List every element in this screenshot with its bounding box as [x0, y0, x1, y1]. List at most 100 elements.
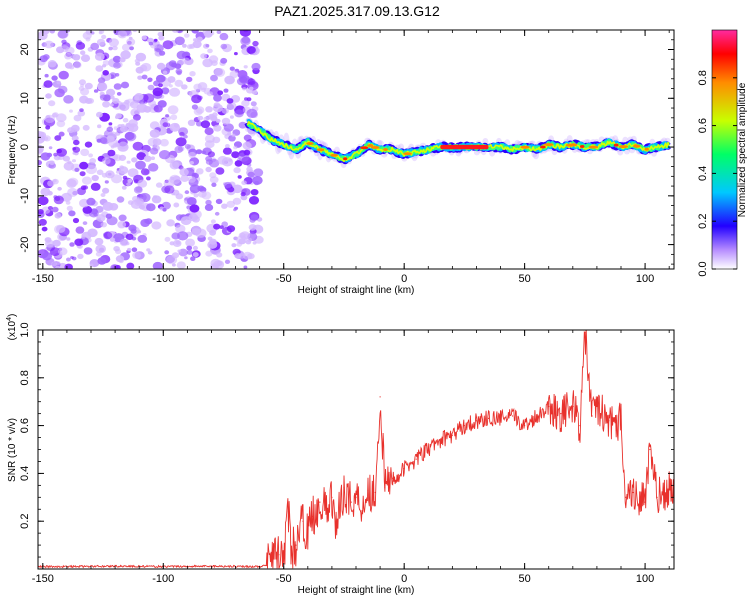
noise-blob	[102, 70, 109, 76]
noise-blob	[249, 86, 254, 91]
noise-blob	[169, 161, 180, 170]
noise-blob	[172, 263, 176, 267]
noise-blob	[58, 131, 65, 137]
noise-blob	[229, 115, 234, 119]
noise-blob	[67, 177, 79, 187]
noise-blob	[207, 48, 213, 54]
noise-blob	[189, 204, 200, 213]
noise-blob	[120, 50, 131, 60]
snr-point	[584, 331, 586, 333]
colorbar: 0.0 0.2 0.4 0.6 0.8 Normalized spectral ampl…	[697, 29, 748, 277]
noise-blob	[82, 31, 92, 40]
y-tick-label: 0	[19, 144, 31, 150]
noise-blob	[152, 138, 162, 146]
noise-blob	[115, 255, 125, 263]
noise-blob	[213, 223, 221, 230]
noise-blob	[72, 146, 81, 153]
noise-blob	[167, 105, 179, 115]
noise-blob	[51, 261, 58, 267]
noise-blob	[175, 137, 187, 147]
noise-blob	[181, 57, 191, 65]
noise-blob	[155, 74, 166, 83]
noise-blob	[231, 243, 237, 248]
noise-blob	[147, 250, 153, 255]
noise-blob	[150, 156, 155, 160]
x-tick-label: -150	[32, 573, 54, 585]
colorbar-ticks: 0.0 0.2 0.4 0.6 0.8	[697, 70, 737, 277]
noise-blob	[200, 120, 211, 129]
noise-blob	[74, 238, 84, 246]
noise-blob	[197, 185, 205, 192]
noise-blob	[152, 87, 164, 97]
ridge-hotspot	[316, 148, 325, 152]
ridge-hotspot	[613, 143, 619, 147]
noise-blob	[174, 36, 185, 46]
noise-blob	[80, 185, 87, 190]
noise-blob	[38, 196, 49, 206]
ridge-hotspot	[306, 142, 314, 145]
noise-blob	[89, 263, 94, 267]
noise-blob	[82, 221, 88, 226]
noise-blob	[66, 237, 71, 241]
snr-point	[283, 556, 285, 558]
noise-blob	[193, 83, 202, 91]
noise-blob	[247, 171, 255, 178]
noise-blob	[186, 249, 193, 255]
colorbar-tick-label: 0.2	[697, 214, 709, 229]
ridge-hotspot	[403, 152, 412, 156]
noise-blob	[236, 242, 242, 247]
noise-blob	[73, 139, 80, 146]
noise-blob	[140, 168, 150, 176]
noise-blob	[164, 236, 171, 242]
noise-blob	[115, 248, 122, 255]
noise-blob	[229, 70, 239, 79]
noise-blob	[176, 70, 182, 76]
noise-blob	[104, 180, 109, 184]
noise-blob	[222, 147, 232, 155]
noise-blob	[96, 214, 106, 222]
noise-blob	[82, 124, 90, 131]
noise-blob	[47, 60, 57, 68]
snr-point	[266, 564, 268, 567]
noise-blob	[220, 43, 228, 50]
colorbar-tick-label: 0.6	[697, 118, 709, 133]
noise-blob	[213, 94, 222, 102]
noise-blob	[80, 50, 86, 55]
noise-blob	[57, 85, 68, 94]
snr-point	[391, 477, 393, 479]
snr-point	[649, 448, 651, 451]
noise-blob	[175, 224, 186, 234]
noise-blob	[125, 233, 134, 240]
noise-blob	[38, 147, 44, 155]
noise-blob	[146, 176, 151, 181]
noise-blob	[217, 90, 224, 96]
noise-blob	[131, 247, 138, 252]
noise-blob	[184, 197, 189, 201]
noise-blob	[110, 95, 115, 100]
noise-blob	[162, 208, 167, 212]
noise-blob	[72, 54, 81, 61]
snr-point	[548, 405, 550, 408]
snr-point	[663, 491, 666, 494]
noise-blob	[135, 61, 141, 66]
noise-blob	[113, 154, 122, 162]
spectrogram-y-axis: -20 -10 0 10 20	[19, 29, 674, 265]
noise-blob	[174, 79, 184, 87]
snr-point	[632, 491, 634, 494]
noise-blob	[146, 248, 151, 252]
noise-blob	[229, 66, 235, 71]
snr-scale-note: (x104)	[6, 314, 18, 341]
noise-blob	[69, 242, 75, 247]
noise-blob	[157, 31, 164, 37]
noise-blob	[239, 231, 251, 240]
noise-blob	[219, 32, 229, 41]
snr-panel: -150 -100 -50 0 50 100 0.2 0.4 0.6 0.8 1.0 Height…	[6, 314, 675, 596]
noise-blob	[66, 205, 73, 211]
snr-frame	[37, 329, 675, 570]
noise-blob	[180, 175, 189, 182]
noise-blob	[94, 237, 104, 246]
noise-blob	[220, 57, 228, 64]
noise-blob	[205, 159, 213, 165]
noise-blob	[135, 160, 146, 170]
